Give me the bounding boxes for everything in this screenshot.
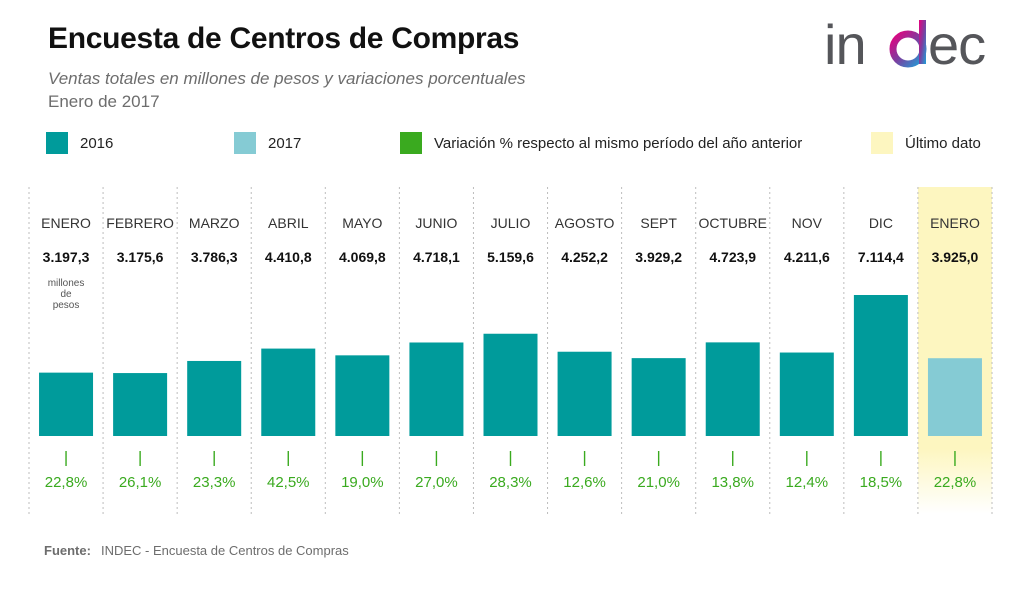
source-label: Fuente:	[44, 543, 91, 558]
variation-label: 13,8%	[711, 474, 754, 491]
sales-bar	[779, 352, 834, 436]
month-label: ENERO	[930, 215, 980, 231]
value-label: 4.211,6	[784, 249, 830, 265]
month-label: AGOSTO	[555, 215, 615, 231]
legend-swatch-2016	[46, 132, 68, 154]
variation-label: 12,6%	[563, 474, 606, 491]
value-label: 3.929,2	[635, 249, 682, 265]
month-label: MARZO	[189, 215, 240, 231]
sales-bar	[705, 342, 760, 436]
variation-label: 21,0%	[637, 474, 680, 491]
month-label: ENERO	[41, 215, 91, 231]
month-label: FEBRERO	[106, 215, 174, 231]
source-note: Fuente: INDEC - Encuesta de Centros de Co…	[44, 543, 349, 558]
value-label: 3.197,3	[43, 249, 90, 265]
value-label: 5.159,6	[487, 249, 534, 265]
variation-label: 22,8%	[934, 474, 977, 491]
legend-label-2017: 2017	[268, 134, 302, 152]
legend-label-2016: 2016	[80, 134, 114, 152]
indec-logo: in ec	[824, 18, 986, 74]
variation-label: 23,3%	[193, 474, 236, 491]
sales-bar	[335, 355, 390, 436]
sales-bar	[39, 372, 94, 436]
month-label: SEPT	[640, 215, 677, 231]
chart-title: Encuesta de Centros de Compras	[48, 22, 520, 55]
variation-label: 26,1%	[119, 474, 162, 491]
legend-swatch-latest	[871, 132, 893, 154]
sales-bar	[113, 373, 168, 436]
legend-label-variation: Variación % respecto al mismo período de…	[434, 134, 803, 152]
unit-note-line: de	[60, 289, 72, 300]
month-label: JUNIO	[415, 215, 457, 231]
value-label: 3.786,3	[191, 249, 238, 265]
month-label: DIC	[869, 215, 893, 231]
value-label: 4.069,8	[339, 249, 386, 265]
sales-bar	[409, 342, 464, 436]
chart-period: Enero de 2017	[48, 92, 160, 111]
value-label: 3.175,6	[117, 249, 164, 265]
source-text: INDEC - Encuesta de Centros de Compras	[100, 543, 349, 558]
variation-label: 18,5%	[860, 474, 903, 491]
legend-item-2016: 2016	[46, 131, 113, 155]
month-label: JULIO	[491, 215, 531, 231]
legend-item-latest: Último dato	[871, 131, 981, 155]
month-label: OCTUBRE	[699, 215, 767, 231]
variation-label: 42,5%	[267, 474, 310, 491]
value-label: 4.723,9	[709, 249, 756, 265]
value-label: 4.410,8	[265, 249, 312, 265]
legend-label-latest: Último dato	[905, 134, 981, 152]
value-label: 7.114,4	[858, 249, 904, 265]
variation-label: 22,8%	[45, 474, 88, 491]
variation-label: 19,0%	[341, 474, 384, 491]
legend-swatch-variation	[400, 132, 422, 154]
sales-bar	[261, 348, 316, 436]
month-label: NOV	[792, 215, 823, 231]
month-label: ABRIL	[268, 215, 309, 231]
legend-swatch-2017	[234, 132, 256, 154]
unit-note-line: millones	[48, 278, 85, 289]
sales-bar	[557, 351, 612, 436]
legend-item-variation: Variación % respecto al mismo período de…	[400, 131, 802, 155]
sales-bar	[631, 358, 686, 436]
unit-note-line: pesos	[53, 300, 80, 311]
sales-bar	[483, 333, 538, 436]
variation-label: 28,3%	[489, 474, 532, 491]
sales-bar	[187, 360, 242, 436]
legend-item-2017: 2017	[234, 131, 301, 155]
sales-bar	[927, 358, 982, 436]
value-label: 3.925,0	[932, 249, 979, 265]
value-label: 4.718,1	[413, 249, 460, 265]
svg-text:in: in	[824, 18, 866, 74]
month-label: MAYO	[342, 215, 382, 231]
sales-bar	[853, 295, 908, 436]
variation-label: 12,4%	[786, 474, 829, 491]
value-label: 4.252,2	[561, 249, 608, 265]
variation-label: 27,0%	[415, 474, 458, 491]
svg-text:ec: ec	[928, 18, 985, 74]
chart-subtitle: Ventas totales en millones de pesos y va…	[48, 69, 526, 88]
